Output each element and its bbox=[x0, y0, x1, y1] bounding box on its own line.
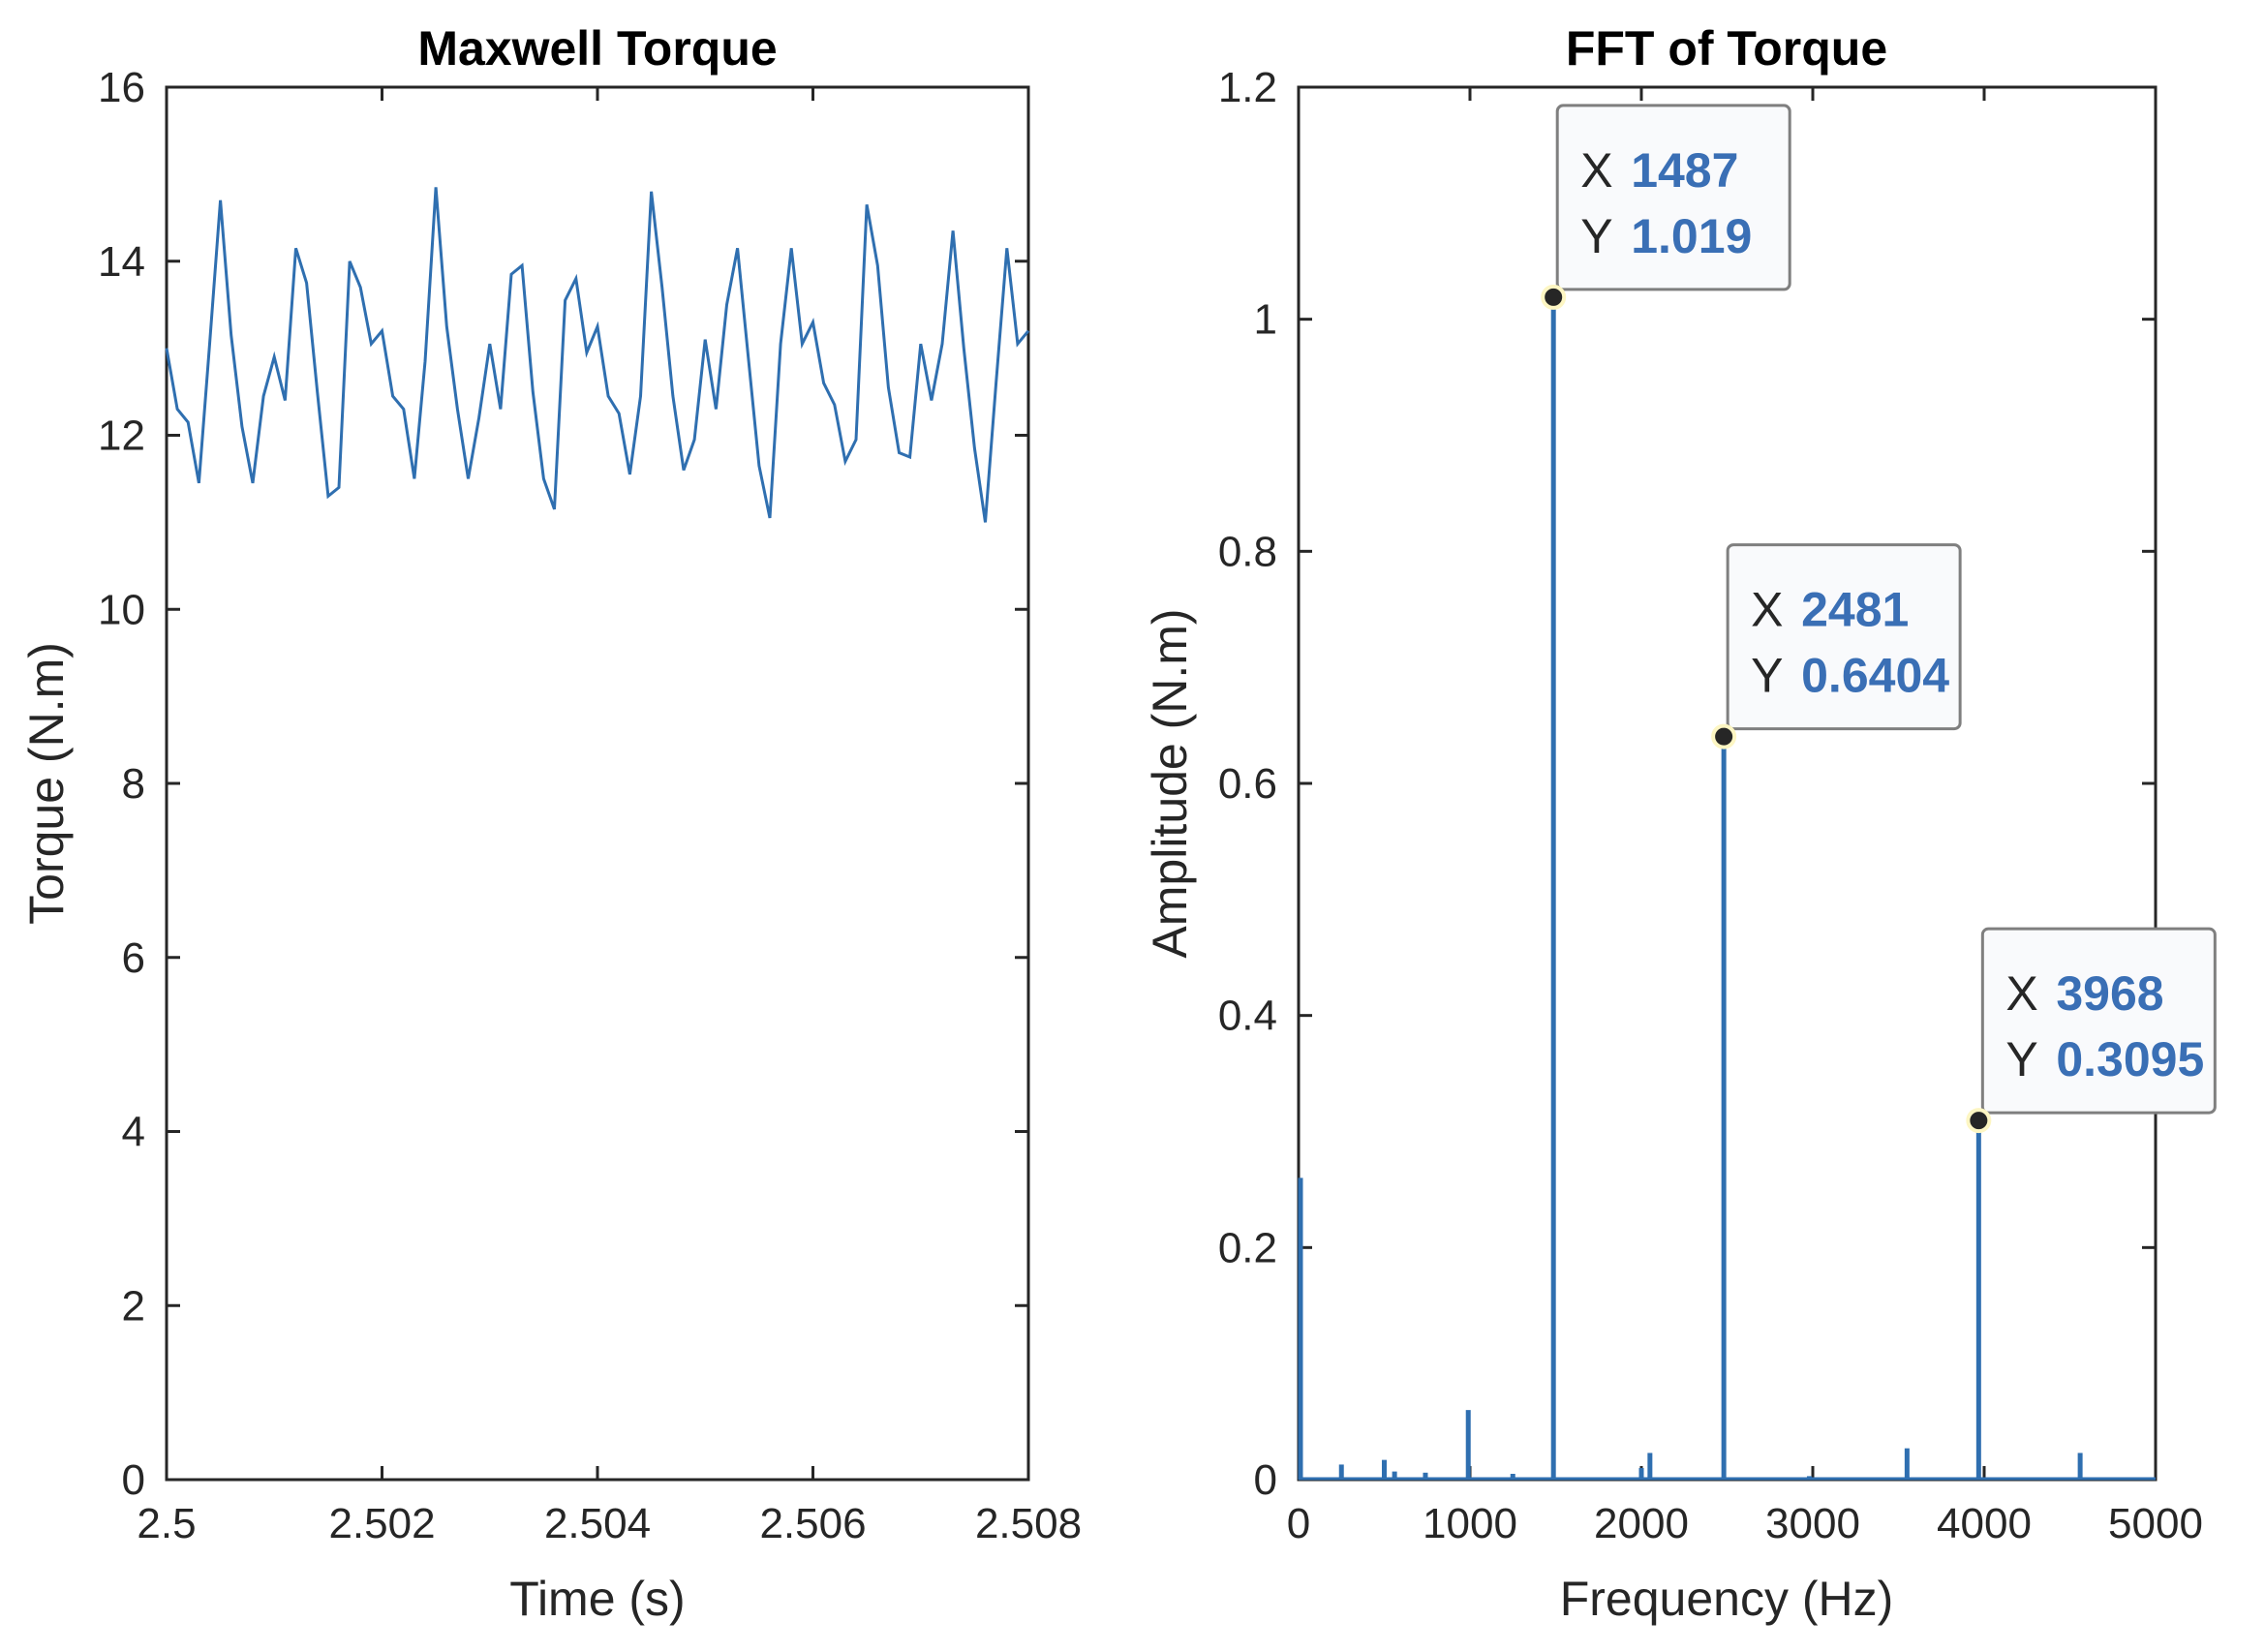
datatip[interactable]: X 1487 Y 1.019 bbox=[1541, 104, 1791, 310]
datatip-y-label: Y bbox=[1751, 649, 1783, 703]
datatip-x-value: 2481 bbox=[1801, 583, 1909, 637]
left-y-tick-label: 0 bbox=[122, 1456, 145, 1504]
datatip-marker[interactable] bbox=[1966, 1108, 1992, 1134]
right-x-tick-label: 0 bbox=[1287, 1500, 1310, 1547]
right-x-tick-label: 3000 bbox=[1765, 1500, 1860, 1547]
fft-bar-chart: 00.20.40.60.811.2 0 1000 2000 3000 4000 5000 … bbox=[1143, 21, 2217, 1626]
datatip-x-label: X bbox=[1751, 583, 1783, 637]
right-y-tick-label: 0.4 bbox=[1218, 993, 1277, 1040]
datatip-y-label: Y bbox=[2005, 1032, 2037, 1086]
torque-x-axis-label: Time (s) bbox=[509, 1572, 685, 1626]
fft-x-axis-label: Frequency (Hz) bbox=[1560, 1572, 1894, 1626]
left-y-tick-label: 10 bbox=[98, 586, 145, 633]
torque-line-chart: 0 2 4 6 8 10 12 14 16 2.5 2.502 2.504 2.506 2.508 Ma… bbox=[19, 21, 1082, 1626]
datatip-x-label: X bbox=[1580, 143, 1612, 198]
right-y-tick-label: 0.6 bbox=[1218, 760, 1277, 808]
datatip-marker[interactable] bbox=[1541, 284, 1567, 310]
fft-plot-area bbox=[1297, 85, 2158, 1482]
left-y-tick-label: 14 bbox=[98, 238, 145, 286]
datatip-box bbox=[1726, 543, 1962, 731]
datatip-y-label: Y bbox=[1580, 209, 1612, 263]
torque-y-axis-label: Torque (N.m) bbox=[19, 642, 74, 925]
datatip-y-value: 1.019 bbox=[1631, 209, 1752, 263]
left-y-tick-label: 8 bbox=[122, 760, 145, 808]
right-x-tick-label: 2000 bbox=[1594, 1500, 1689, 1547]
left-y-tick-label: 6 bbox=[122, 934, 145, 982]
torque-chart-title: Maxwell Torque bbox=[417, 21, 777, 76]
datatip-x-label: X bbox=[2005, 966, 2037, 1021]
fft-chart-title: FFT of Torque bbox=[1566, 21, 1887, 76]
right-x-tick-label: 5000 bbox=[2108, 1500, 2203, 1547]
datatip-marker[interactable] bbox=[1711, 723, 1737, 750]
datatip-x-value: 1487 bbox=[1631, 143, 1738, 198]
right-y-tick-label: 1 bbox=[1254, 296, 1277, 344]
torque-series-line bbox=[165, 187, 1030, 523]
left-y-tick-label: 2 bbox=[122, 1282, 145, 1330]
datatip[interactable]: X 2481 Y 0.6404 bbox=[1711, 543, 1962, 750]
datatip-y-value: 0.6404 bbox=[1801, 649, 1949, 703]
right-x-tick-label: 1000 bbox=[1423, 1500, 1517, 1547]
left-x-tick-label: 2.502 bbox=[328, 1500, 435, 1547]
right-x-tick-label: 4000 bbox=[1937, 1500, 2032, 1547]
left-y-tick-label: 12 bbox=[98, 413, 145, 460]
torque-plot-area bbox=[165, 85, 1030, 1482]
datatip-x-value: 3968 bbox=[2056, 966, 2163, 1021]
left-x-tick-label: 2.504 bbox=[544, 1500, 651, 1547]
datatip-box bbox=[1980, 927, 2217, 1115]
left-y-tick-label: 16 bbox=[98, 64, 145, 111]
left-x-tick-label: 2.508 bbox=[975, 1500, 1082, 1547]
left-x-tick-label: 2.5 bbox=[137, 1500, 196, 1547]
right-y-tick-label: 0.2 bbox=[1218, 1224, 1277, 1271]
right-y-tick-label: 0 bbox=[1254, 1456, 1277, 1504]
right-y-tick-label: 0.8 bbox=[1218, 528, 1277, 575]
left-y-tick-label: 4 bbox=[122, 1109, 145, 1156]
datatip-box bbox=[1555, 104, 1791, 291]
datatip-y-value: 0.3095 bbox=[2056, 1032, 2204, 1086]
left-x-tick-label: 2.506 bbox=[759, 1500, 866, 1547]
right-y-tick-label: 1.2 bbox=[1218, 64, 1277, 111]
datatip[interactable]: X 3968 Y 0.3095 bbox=[1966, 927, 2217, 1134]
fft-y-axis-label: Amplitude (N.m) bbox=[1143, 608, 1197, 958]
